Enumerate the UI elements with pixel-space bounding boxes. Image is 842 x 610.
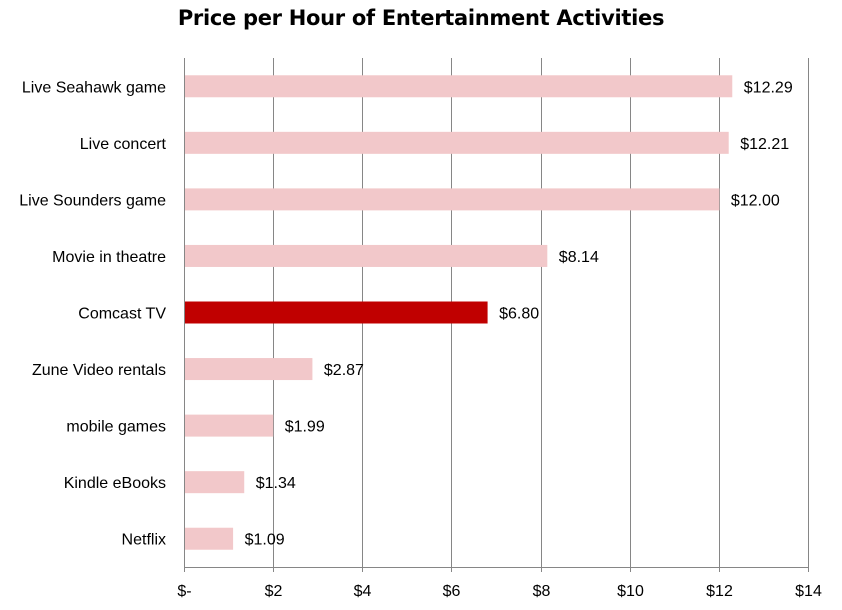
category-label: Comcast TV (78, 306, 166, 323)
category-label: Live concert (80, 136, 167, 153)
bar-netflix (184, 527, 234, 550)
bar-mobile-games (184, 414, 274, 437)
bar-live-seahawk-game (184, 75, 733, 98)
category-label: Movie in theatre (52, 249, 166, 266)
bar-live-sounders-game (184, 188, 720, 211)
bars (184, 75, 733, 550)
data-label: $1.99 (285, 419, 325, 436)
category-label: mobile games (66, 419, 166, 436)
data-label: $12.00 (731, 192, 780, 209)
axes (184, 58, 809, 572)
bar-kindle-ebooks (184, 471, 245, 494)
data-label: $12.29 (744, 79, 793, 96)
data-label: $2.87 (324, 362, 364, 379)
data-label: $6.80 (499, 306, 539, 323)
x-tick-label: $- (177, 583, 191, 600)
category-label: Netflix (122, 532, 166, 549)
category-label: Live Sounders game (19, 192, 166, 209)
x-tick-label: $10 (617, 583, 644, 600)
data-label: $1.34 (256, 475, 296, 492)
category-label: Zune Video rentals (32, 362, 166, 379)
x-tick-label: $14 (795, 583, 822, 600)
x-tick-label: $12 (706, 583, 733, 600)
category-label: Kindle eBooks (64, 475, 166, 492)
x-tick-label: $4 (354, 583, 372, 600)
data-label: $8.14 (559, 249, 599, 266)
labels: $- $2 $4 $6 $8 $10 $12 $14 Live Seahawk game $12.… (19, 79, 822, 600)
bar-zune-video-rentals (184, 358, 313, 381)
bar-movie-in-theatre (184, 244, 548, 267)
bar-comcast-tv (184, 301, 488, 324)
chart-title: Price per Hour of Entertainment Activiti… (177, 6, 665, 30)
category-label: Live Seahawk game (22, 79, 166, 96)
x-tick-label: $2 (265, 583, 283, 600)
data-label: $12.21 (740, 136, 789, 153)
bar-live-concert (184, 131, 729, 154)
x-tick-label: $6 (443, 583, 461, 600)
x-tick-label: $8 (533, 583, 551, 600)
data-label: $1.09 (245, 532, 285, 549)
